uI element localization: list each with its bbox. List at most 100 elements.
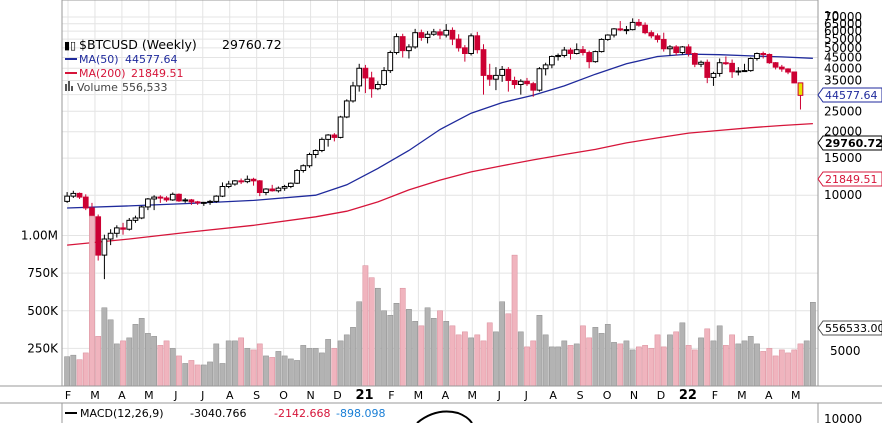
candle-body [70, 192, 77, 197]
candle-body [747, 58, 754, 72]
price-tick-label: 45000 [824, 50, 862, 64]
x-tick-label: D [657, 389, 665, 402]
grid-layer [62, 0, 818, 386]
price-tick-label: 60000 [824, 24, 862, 38]
volume-bar [430, 318, 437, 387]
volume-bar [319, 352, 325, 387]
ma50-line [67, 53, 813, 209]
legend-ma50-value: 44577.64 [125, 53, 178, 66]
x-tick-label: F [65, 389, 71, 402]
volume-bar [331, 348, 338, 387]
candle-body [691, 52, 698, 65]
volume-bar [281, 355, 288, 387]
x-tick-label: M [468, 389, 478, 402]
volume-bar [723, 345, 729, 387]
candle-body [654, 35, 661, 40]
volume-tick-label: 750K [27, 266, 59, 280]
candle-body [430, 31, 437, 35]
candle-body [797, 82, 804, 96]
candle-body [356, 67, 363, 87]
volume-bar [182, 363, 189, 387]
volume-bar [524, 346, 530, 387]
volume-bar [691, 349, 698, 387]
candle-body [561, 49, 568, 56]
volume-bar [791, 349, 798, 387]
candle-body [567, 49, 574, 54]
candle-body [437, 31, 443, 36]
candle-body [424, 33, 431, 38]
candle-body [754, 52, 760, 60]
candle-body [107, 232, 114, 240]
volume-bar [176, 355, 182, 387]
price-tick-label: 25000 [824, 104, 862, 118]
volume-bar [654, 334, 661, 387]
candle-body [101, 238, 108, 256]
candle-body [325, 134, 331, 140]
x-tick-label: J [200, 389, 204, 402]
volume-bar [493, 331, 499, 387]
candle-body [772, 62, 779, 68]
candle-body [667, 46, 673, 50]
x-tick-label: A [442, 389, 450, 402]
volume-bar [387, 315, 394, 387]
volume-bar [729, 334, 735, 387]
candle-body [530, 83, 537, 91]
ma200-badge-text: 21849.51 [825, 173, 878, 186]
volume-bar [461, 331, 468, 387]
x-tick-label: M [144, 389, 154, 402]
candle-body [200, 201, 207, 204]
candle-body [474, 35, 481, 51]
volume-badge-text: 556533.00 [825, 322, 882, 335]
volume-bar [617, 343, 624, 387]
volume-bar [294, 360, 300, 387]
volume-bar [64, 356, 70, 387]
volume-bar [381, 310, 387, 387]
volume-tick-label: 1.00M [21, 229, 58, 243]
volume-bar [312, 348, 319, 387]
volume-bar [592, 327, 599, 387]
candle-body [232, 180, 238, 185]
volume-bar [797, 343, 804, 387]
x-tick-label: M [791, 389, 801, 402]
x-tick-label: F [712, 389, 718, 402]
candle-body [207, 200, 213, 203]
x-tick-label: M [414, 389, 424, 402]
x-tick-label: S [253, 389, 260, 402]
candle-body [611, 28, 617, 36]
price-tick-label: 10000 [824, 188, 862, 202]
candle-body [82, 196, 89, 209]
volume-bar [95, 336, 102, 387]
ma50-badge-text: 44577.64 [825, 89, 878, 102]
candle-body [145, 198, 151, 208]
volume-bar [536, 315, 543, 387]
candle-body [337, 116, 344, 138]
volume-bar [350, 327, 356, 387]
x-tick-label: A [226, 389, 234, 402]
macd-legend: MACD(12,26,9) -3040.766 -2142.668 -898.0… [65, 407, 385, 420]
volume-bar [810, 302, 816, 387]
volume-bar [623, 340, 630, 387]
volume-bar [437, 310, 443, 387]
volume-bar [499, 301, 506, 387]
volume-bar [151, 336, 157, 387]
candle-layer [64, 18, 804, 280]
candle-body [735, 70, 742, 73]
candle-body [269, 188, 276, 192]
volume-bar [406, 309, 412, 387]
x-tick-label: N [630, 389, 638, 402]
volume-bar [219, 363, 226, 387]
volume-right-tick: 5000 [830, 344, 861, 358]
volume-bar [76, 359, 83, 387]
candle-body [573, 49, 580, 54]
candle-body [89, 207, 95, 218]
volume-bar [772, 355, 779, 387]
candle-body [319, 138, 325, 151]
ma200-value-badge: 21849.51 [817, 171, 882, 187]
candle-body [151, 196, 157, 200]
candle-body [536, 68, 543, 91]
volume-bar [145, 333, 151, 387]
macd-value-1: -3040.766 [190, 407, 246, 420]
volume-bar [449, 325, 456, 387]
x-tick-label: N [306, 389, 314, 402]
candle-body [182, 199, 189, 202]
